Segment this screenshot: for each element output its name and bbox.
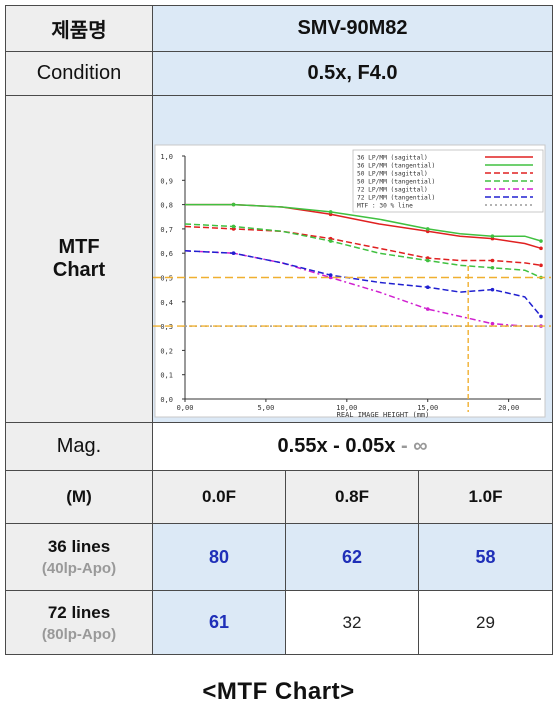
y-tick-label: 0,0 <box>160 396 173 404</box>
infinity-symbol: ∞ <box>413 435 428 457</box>
mag-value: 0.55x - 0.05x - ∞ <box>151 422 554 471</box>
legend-label: 72 LP/MM (sagittal) <box>357 187 428 194</box>
header-col-0: 0.0F <box>152 470 286 524</box>
mag-value-dash: - <box>395 435 414 457</box>
data-point <box>425 285 430 290</box>
x-tick-label: 5,00 <box>257 404 274 412</box>
header-col-2: 1.0F <box>417 470 554 524</box>
data-point <box>425 307 430 311</box>
y-tick-label: 0,9 <box>160 177 173 185</box>
mtf-chart-label-line1: MTF <box>58 236 100 258</box>
series-line <box>184 223 542 279</box>
x-tick-label: 10,00 <box>336 404 357 412</box>
data-point <box>490 234 495 238</box>
y-tick-label: 1,0 <box>160 153 173 161</box>
data-point <box>425 227 430 231</box>
legend-label: 72 LP/MM (tangential) <box>357 195 435 202</box>
mtf-chart-label: MTF Chart <box>5 95 153 423</box>
data-point <box>231 224 236 229</box>
value-72-08f: 32 <box>285 590 419 655</box>
header-col-1: 0.8F <box>285 470 419 524</box>
y-tick-label: 0,5 <box>160 275 173 283</box>
y-tick-label: 0,2 <box>160 347 173 355</box>
y-tick-label: 0,4 <box>160 299 173 307</box>
x-tick-label: 20,00 <box>498 404 519 412</box>
legend-box <box>352 149 544 213</box>
row-subtitle: (40lp-Apo) <box>41 560 117 577</box>
y-tick-label: 0,7 <box>160 226 173 234</box>
legend-label: 50 LP/MM (sagittal) <box>357 171 428 178</box>
condition-value: 0.5x, F4.0 <box>151 51 554 96</box>
mag-label: Mag. <box>5 422 153 471</box>
legend-label: 36 LP/MM (sagittal) <box>357 155 428 162</box>
value-36-0f: 80 <box>152 523 286 591</box>
data-point <box>425 258 430 263</box>
data-point <box>231 251 236 255</box>
y-tick-label: 0,6 <box>160 250 173 258</box>
row-label-72: 72 lines (80lp-Apo) <box>5 590 153 655</box>
data-point <box>490 265 495 270</box>
x-tick-label: 0,00 <box>177 404 194 412</box>
x-axis-label: REAL IMAGE HEIGHT (mm) <box>337 411 430 419</box>
mtf-chart: 0,0 0,1 0,2 0,3 0,4 0,5 0,6 0,7 0,8 0,9 1,0 0,00 5,0… <box>153 144 551 419</box>
series-line <box>184 250 542 317</box>
table-row: 72 lines (80lp-Apo) 61 32 29 <box>5 590 554 655</box>
data-point <box>539 239 543 243</box>
data-point <box>490 258 495 263</box>
x-tick-label: 15,00 <box>417 404 438 412</box>
value-72-10f: 29 <box>417 590 554 655</box>
mag-value-main: 0.55x - 0.05x <box>277 435 396 457</box>
legend-label: 36 LP/MM (tangential) <box>357 163 435 170</box>
series-line <box>185 203 542 242</box>
table-row: 36 lines (40lp-Apo) 80 62 58 <box>5 523 554 591</box>
legend-label: 50 LP/MM (tangential) <box>357 179 435 186</box>
data-point <box>490 287 495 292</box>
data-point <box>231 202 236 207</box>
row-label-36: 36 lines (40lp-Apo) <box>5 523 153 591</box>
product-label: 제품명 <box>5 5 153 52</box>
row-subtitle: (80lp-Apo) <box>41 625 117 643</box>
row-title: 36 lines <box>47 537 111 556</box>
spec-table: 제품명 SMV-90M82 Condition 0.5x, F4.0 MTF C… <box>5 5 554 655</box>
data-point <box>539 263 543 268</box>
value-36-08f: 62 <box>285 523 419 591</box>
value-36-10f: 58 <box>417 523 554 591</box>
series-line <box>184 225 542 267</box>
mtf-chart-label-line2: Chart <box>52 259 106 281</box>
mtf-chart-cell: 0,0 0,1 0,2 0,3 0,4 0,5 0,6 0,7 0,8 0,9 1,0 0,00 5,0… <box>151 95 554 423</box>
y-tick-label: 0,1 <box>160 372 173 380</box>
data-point <box>328 273 333 277</box>
legend-label: MTF : 30 % line <box>357 203 413 210</box>
condition-label: Condition <box>5 51 153 96</box>
data-point <box>328 239 333 243</box>
y-tick-label: 0,3 <box>160 323 173 331</box>
data-point <box>490 321 495 326</box>
data-point <box>539 246 543 251</box>
row-title: 72 lines <box>47 602 111 622</box>
product-name: SMV-90M82 <box>151 5 554 52</box>
data-point <box>539 314 543 319</box>
data-point <box>328 210 333 214</box>
y-tick-label: 0,8 <box>160 202 173 210</box>
figure-caption: <MTF Chart> <box>202 678 355 705</box>
header-m: (M) <box>5 470 153 524</box>
value-72-0f: 61 <box>152 590 286 655</box>
